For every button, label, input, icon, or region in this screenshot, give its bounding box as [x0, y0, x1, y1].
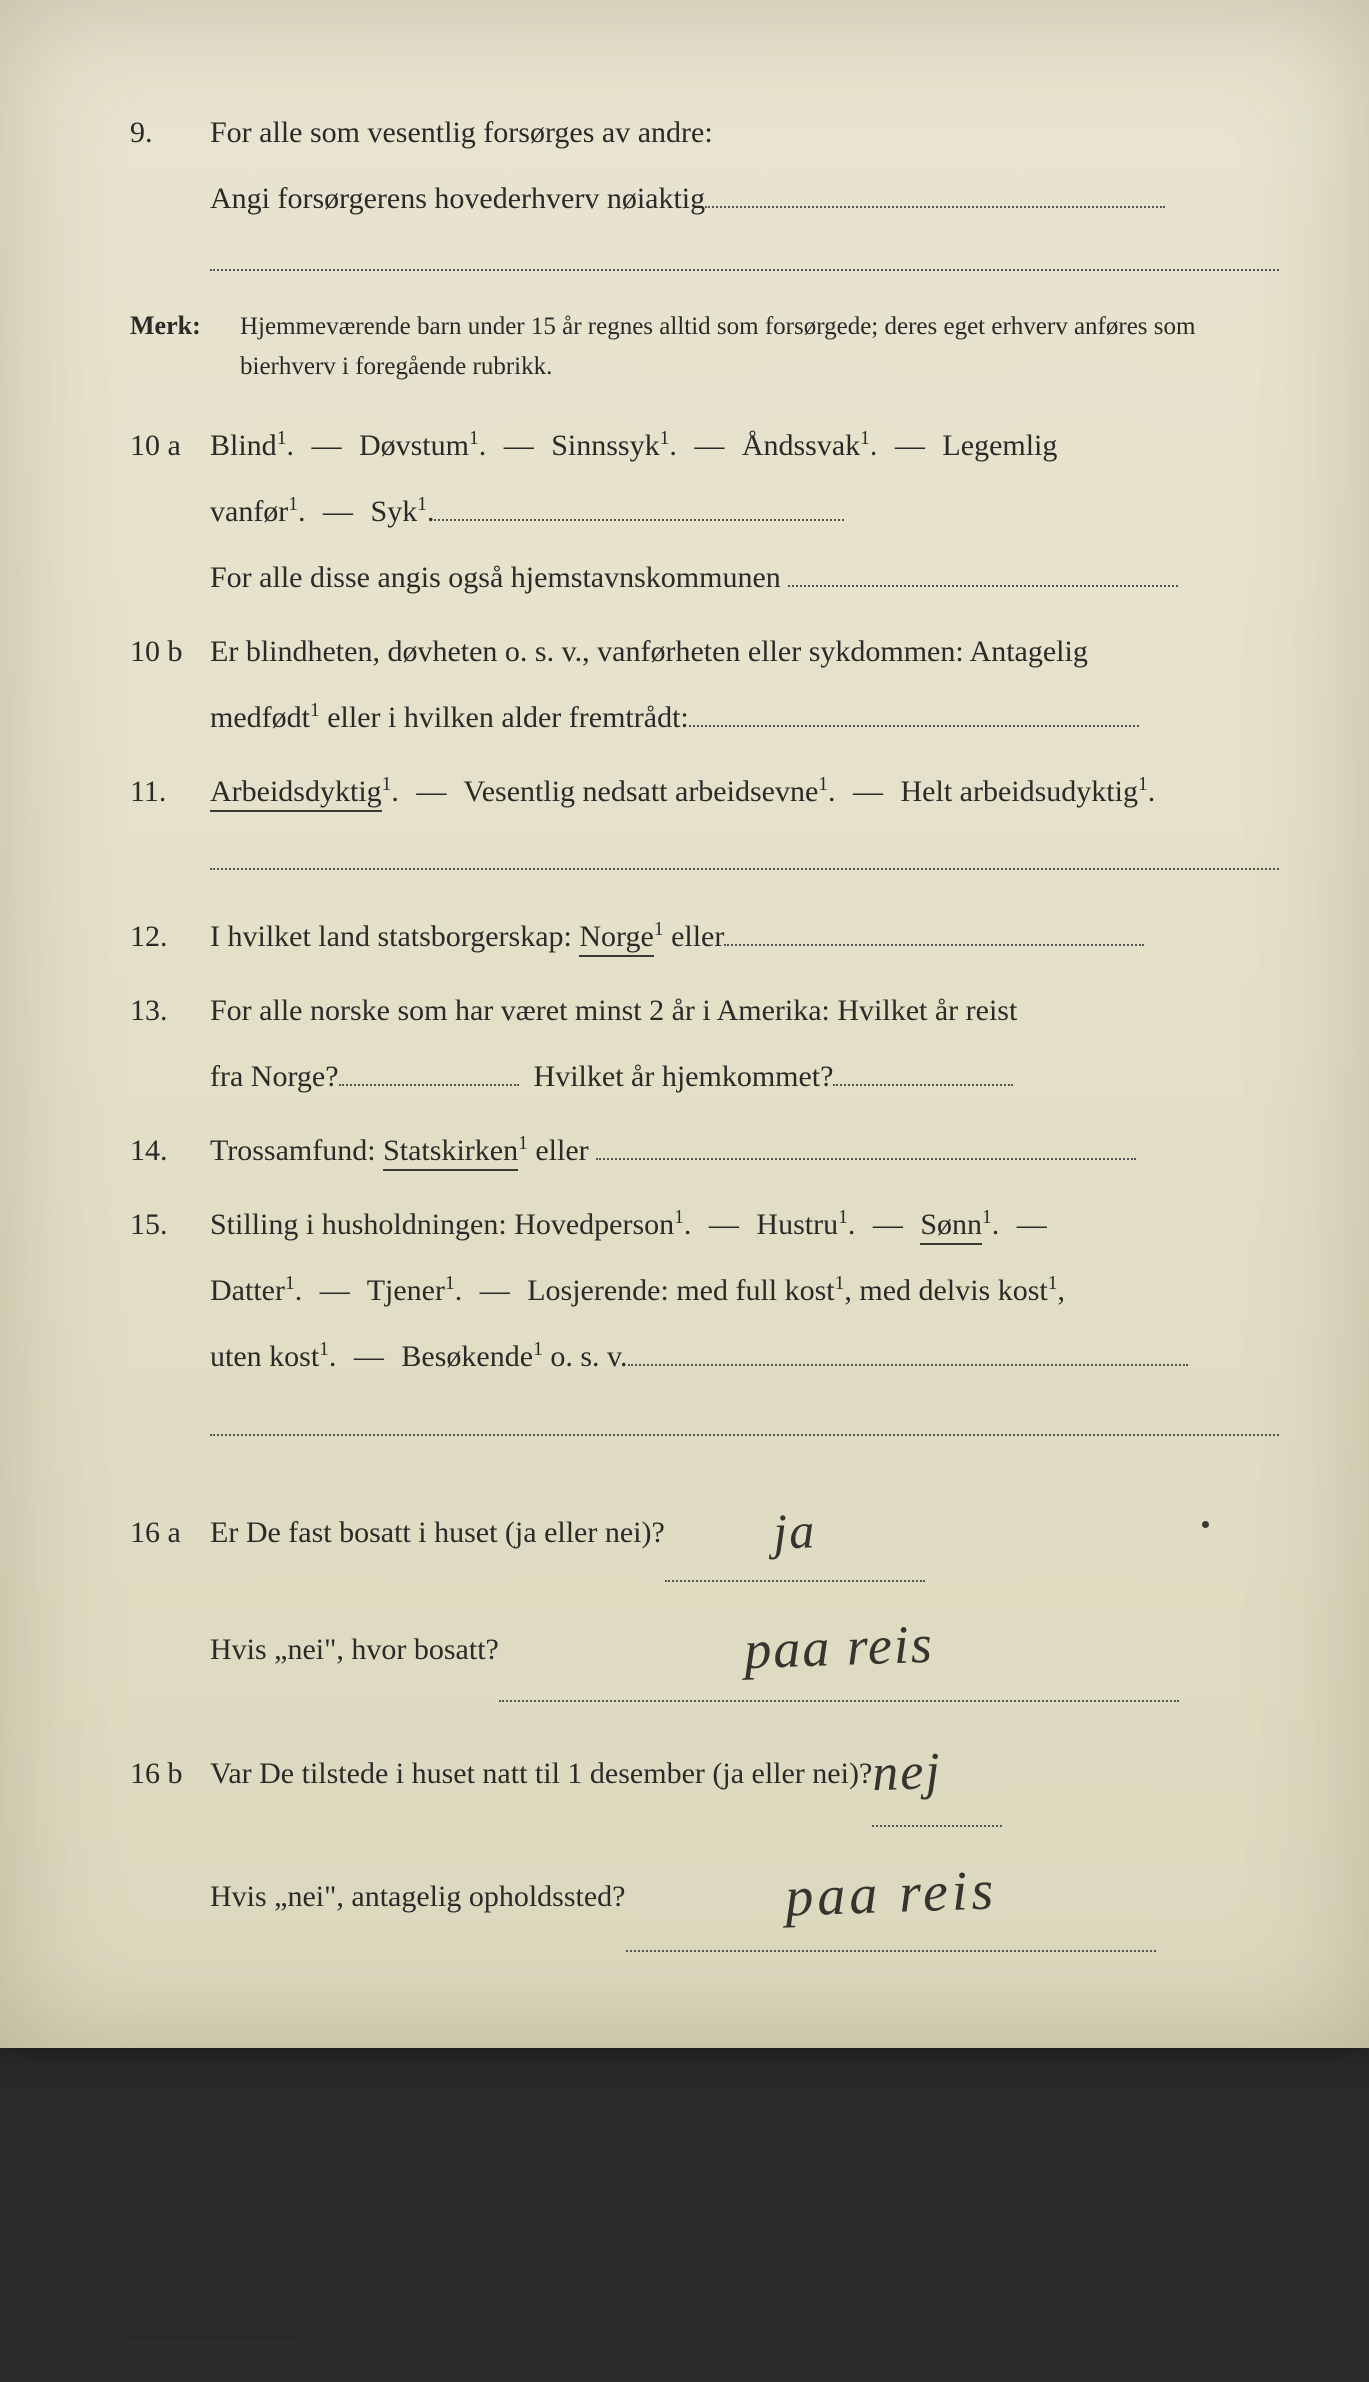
q9-line2: Angi forsørgerens hovederhverv nøiaktig — [210, 182, 705, 215]
footnote-marker: 1 — [130, 2355, 138, 2372]
q10a-number: 10 a — [130, 417, 210, 474]
q16b-answer-a: nej — [872, 1710, 1002, 1826]
q15-uten: uten kost — [210, 1340, 319, 1373]
q14-text-a: Trossamfund: — [210, 1134, 376, 1167]
q10a-line3: For alle disse angis også hjemstavnskomm… — [210, 561, 781, 594]
q16b-body: Var De tilstede i huset natt til 1 desem… — [210, 1710, 1279, 1952]
q10a-opt-vanfor: vanfør — [210, 495, 288, 528]
q11-number: 11. — [130, 763, 210, 820]
q15-osv: o. s. v. — [550, 1340, 627, 1373]
q15-delvis: med delvis kost — [859, 1274, 1047, 1307]
q10b-body: Er blindheten, døvheten o. s. v., vanfør… — [210, 619, 1279, 751]
question-11: 11. Arbeidsdyktig1. — Vesentlig nedsatt … — [130, 759, 1279, 825]
q10a-opt-sinnssyk: Sinnssyk — [551, 429, 659, 462]
q16a-text-b: Hvis „nei", hvor bosatt? — [210, 1633, 499, 1666]
question-10a: 10 a Blind1. — Døvstum1. — Sinnssyk1. — … — [130, 413, 1279, 611]
footnote-text-b: tydelig understrekning av de ord som pas… — [327, 2356, 747, 2381]
q13-blank1 — [339, 1084, 519, 1086]
q12-opt-norge: Norge — [579, 920, 653, 957]
note-merk: Merk: Hjemmeværende barn under 15 år reg… — [130, 301, 1279, 387]
q10b-number: 10 b — [130, 623, 210, 680]
q10a-opt-legemlig: Legemlig — [942, 429, 1057, 462]
question-16a: 16 a Er De fast bosatt i huset (ja eller… — [130, 1470, 1279, 1703]
footnote-rule — [130, 2342, 300, 2343]
question-14: 14. Trossamfund: Statskirken1 eller — [130, 1118, 1279, 1184]
census-form-page: 9. For alle som vesentlig forsørges av a… — [0, 0, 1369, 2048]
q11-body: Arbeidsdyktig1. — Vesentlig nedsatt arbe… — [210, 759, 1279, 825]
q15-opt-hovedperson: Hovedperson — [514, 1208, 674, 1241]
q12-number: 12. — [130, 908, 210, 965]
footnote: 1 Her kan svares ved tydelig understrekn… — [130, 2355, 1279, 2382]
q16a-text-a: Er De fast bosatt i huset (ja eller nei)… — [210, 1516, 665, 1549]
question-10b: 10 b Er blindheten, døvheten o. s. v., v… — [130, 619, 1279, 751]
q9-blank-line — [210, 250, 1279, 271]
q9-blank — [705, 206, 1165, 208]
q15-number: 15. — [130, 1196, 210, 1253]
q12-body: I hvilket land statsborgerskap: Norge1 e… — [210, 904, 1279, 970]
q11-opt-nedsatt: Vesentlig nedsatt arbeidsevne — [463, 775, 818, 808]
q13-text-a: For alle norske som har været minst 2 år… — [210, 994, 1017, 1027]
q10a-opt-andssvak: Åndssvak — [742, 429, 860, 462]
q16a-body: Er De fast bosatt i huset (ja eller nei)… — [210, 1470, 1279, 1703]
q15-opt-hustru: Hustru — [756, 1208, 838, 1241]
q16a-number: 16 a — [130, 1504, 210, 1561]
q10a-opt-dovstum: Døvstum — [359, 429, 469, 462]
q10b-text-a: Er blindheten, døvheten o. s. v., vanfør… — [210, 635, 1088, 668]
q16b-answer-b: paa reis — [626, 1827, 1156, 1952]
q15-besokende: Besøkende — [401, 1340, 533, 1373]
q10a-opt-blind: Blind — [210, 429, 277, 462]
q13-text-b: fra Norge? — [210, 1060, 339, 1093]
footnote-text-a: Her kan svares ved — [154, 2356, 328, 2381]
q16b-number: 16 b — [130, 1745, 210, 1802]
merk-text: Hjemmeværende barn under 15 år regnes al… — [210, 307, 1279, 387]
q13-blank2 — [833, 1084, 1013, 1086]
question-9: 9. For alle som vesentlig forsørges av a… — [130, 100, 1279, 232]
q10b-medfodt: medfødt — [210, 701, 310, 734]
q10a-body: Blind1. — Døvstum1. — Sinnssyk1. — Åndss… — [210, 413, 1279, 611]
q14-opt-statskirken: Statskirken — [383, 1134, 518, 1171]
question-15: 15. Stilling i husholdningen: Hovedperso… — [130, 1192, 1279, 1390]
question-12: 12. I hvilket land statsborgerskap: Norg… — [130, 904, 1279, 970]
stray-dot — [1202, 1521, 1209, 1528]
q13-number: 13. — [130, 982, 210, 1039]
q15-losjerende: Losjerende: med full kost — [527, 1274, 834, 1307]
q15-opt-sonn: Sønn — [920, 1208, 982, 1245]
q13-body: For alle norske som har været minst 2 år… — [210, 978, 1279, 1110]
q10a-blank1 — [434, 519, 844, 521]
q14-text-b: eller — [535, 1134, 588, 1167]
q15-text-a: Stilling i husholdningen: — [210, 1208, 507, 1241]
q16b-text-b: Hvis „nei", antagelig opholdssted? — [210, 1880, 626, 1913]
q10a-blank2 — [788, 585, 1178, 587]
q15-opt-tjener: Tjener — [367, 1274, 445, 1307]
q12-blank — [724, 944, 1144, 946]
q10b-blank — [689, 725, 1139, 727]
q10a-opt-syk: Syk — [371, 495, 418, 528]
q14-blank — [596, 1158, 1136, 1160]
q15-blank-line — [210, 1414, 1279, 1435]
q12-text-b: eller — [671, 920, 724, 953]
q14-body: Trossamfund: Statskirken1 eller — [210, 1118, 1279, 1184]
q9-body: For alle som vesentlig forsørges av andr… — [210, 100, 1279, 232]
q11-opt-arbeidsdyktig: Arbeidsdyktig — [210, 775, 382, 812]
q9-line1: For alle som vesentlig forsørges av andr… — [210, 116, 713, 149]
q11-blank-line — [210, 849, 1279, 870]
q14-number: 14. — [130, 1122, 210, 1179]
q15-body: Stilling i husholdningen: Hovedperson1. … — [210, 1192, 1279, 1390]
q10b-text-c: eller i hvilken alder fremtrådt: — [320, 701, 689, 734]
q12-text-a: I hvilket land statsborgerskap: — [210, 920, 572, 953]
q15-blank — [628, 1364, 1188, 1366]
q11-opt-udyktig: Helt arbeidsudyktig — [901, 775, 1138, 808]
q16a-answer-b: paa reis — [499, 1582, 1179, 1703]
q15-opt-datter: Datter — [210, 1274, 285, 1307]
q16b-text-a: Var De tilstede i huset natt til 1 desem… — [210, 1757, 872, 1790]
question-13: 13. For alle norske som har været minst … — [130, 978, 1279, 1110]
merk-label: Merk: — [130, 301, 210, 350]
q9-number: 9. — [130, 104, 210, 161]
question-16b: 16 b Var De tilstede i huset natt til 1 … — [130, 1710, 1279, 1952]
q16a-answer-a: ja — [665, 1470, 925, 1582]
q13-text-c: Hvilket år hjemkommet? — [534, 1060, 834, 1093]
